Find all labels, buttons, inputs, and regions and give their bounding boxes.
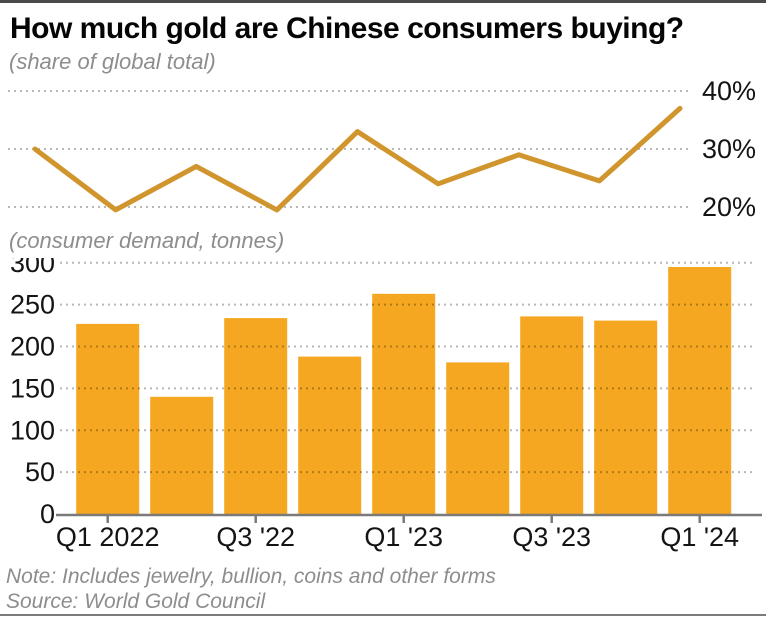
demand-bar bbox=[594, 320, 658, 514]
chart-title: How much gold are Chinese consumers buyi… bbox=[10, 12, 684, 45]
note-text: Note: Includes jewelry, bullion, coins a… bbox=[6, 565, 496, 588]
line-chart: 40% 30% 20% bbox=[8, 78, 756, 222]
source-text: Source: World Gold Council bbox=[6, 590, 266, 613]
ytick-label: 50 bbox=[25, 457, 55, 487]
bar-chart-subtitle: (consumer demand, tonnes) bbox=[9, 228, 285, 253]
share-line bbox=[32, 105, 683, 213]
ytick-label: 20% bbox=[702, 192, 756, 222]
xtick-label: Q3 '22 bbox=[216, 522, 295, 552]
ytick-label: 40% bbox=[702, 78, 756, 106]
xtick-label: Q3 '23 bbox=[512, 522, 591, 552]
xtick-label: Q1 '24 bbox=[660, 522, 739, 552]
xtick-label: Q1 '23 bbox=[364, 522, 443, 552]
demand-bar bbox=[298, 356, 362, 514]
ytick-label: 200 bbox=[10, 332, 55, 362]
demand-bar bbox=[76, 323, 140, 514]
demand-bar bbox=[668, 267, 732, 514]
ytick-label: 100 bbox=[10, 415, 55, 445]
demand-bar bbox=[372, 293, 436, 514]
ytick-label: 150 bbox=[10, 373, 55, 403]
bar-chart: 300 250 200 150 100 50 0Q1 2022 Q3 '22 Q1 '23 Q3 … bbox=[10, 258, 762, 552]
ytick-label: 300 bbox=[10, 258, 55, 278]
bottom-border-line bbox=[0, 614, 766, 616]
demand-bar bbox=[520, 316, 584, 514]
top-border-line bbox=[0, 0, 766, 3]
demand-bar bbox=[150, 396, 214, 514]
xtick-label: Q1 2022 bbox=[56, 522, 160, 552]
ytick-label: 30% bbox=[702, 134, 756, 164]
ytick-label: 0 bbox=[40, 499, 55, 529]
ytick-label: 250 bbox=[10, 290, 55, 320]
line-chart-subtitle: (share of global total) bbox=[9, 49, 216, 74]
demand-bar bbox=[224, 318, 288, 514]
demand-bar bbox=[446, 362, 510, 514]
